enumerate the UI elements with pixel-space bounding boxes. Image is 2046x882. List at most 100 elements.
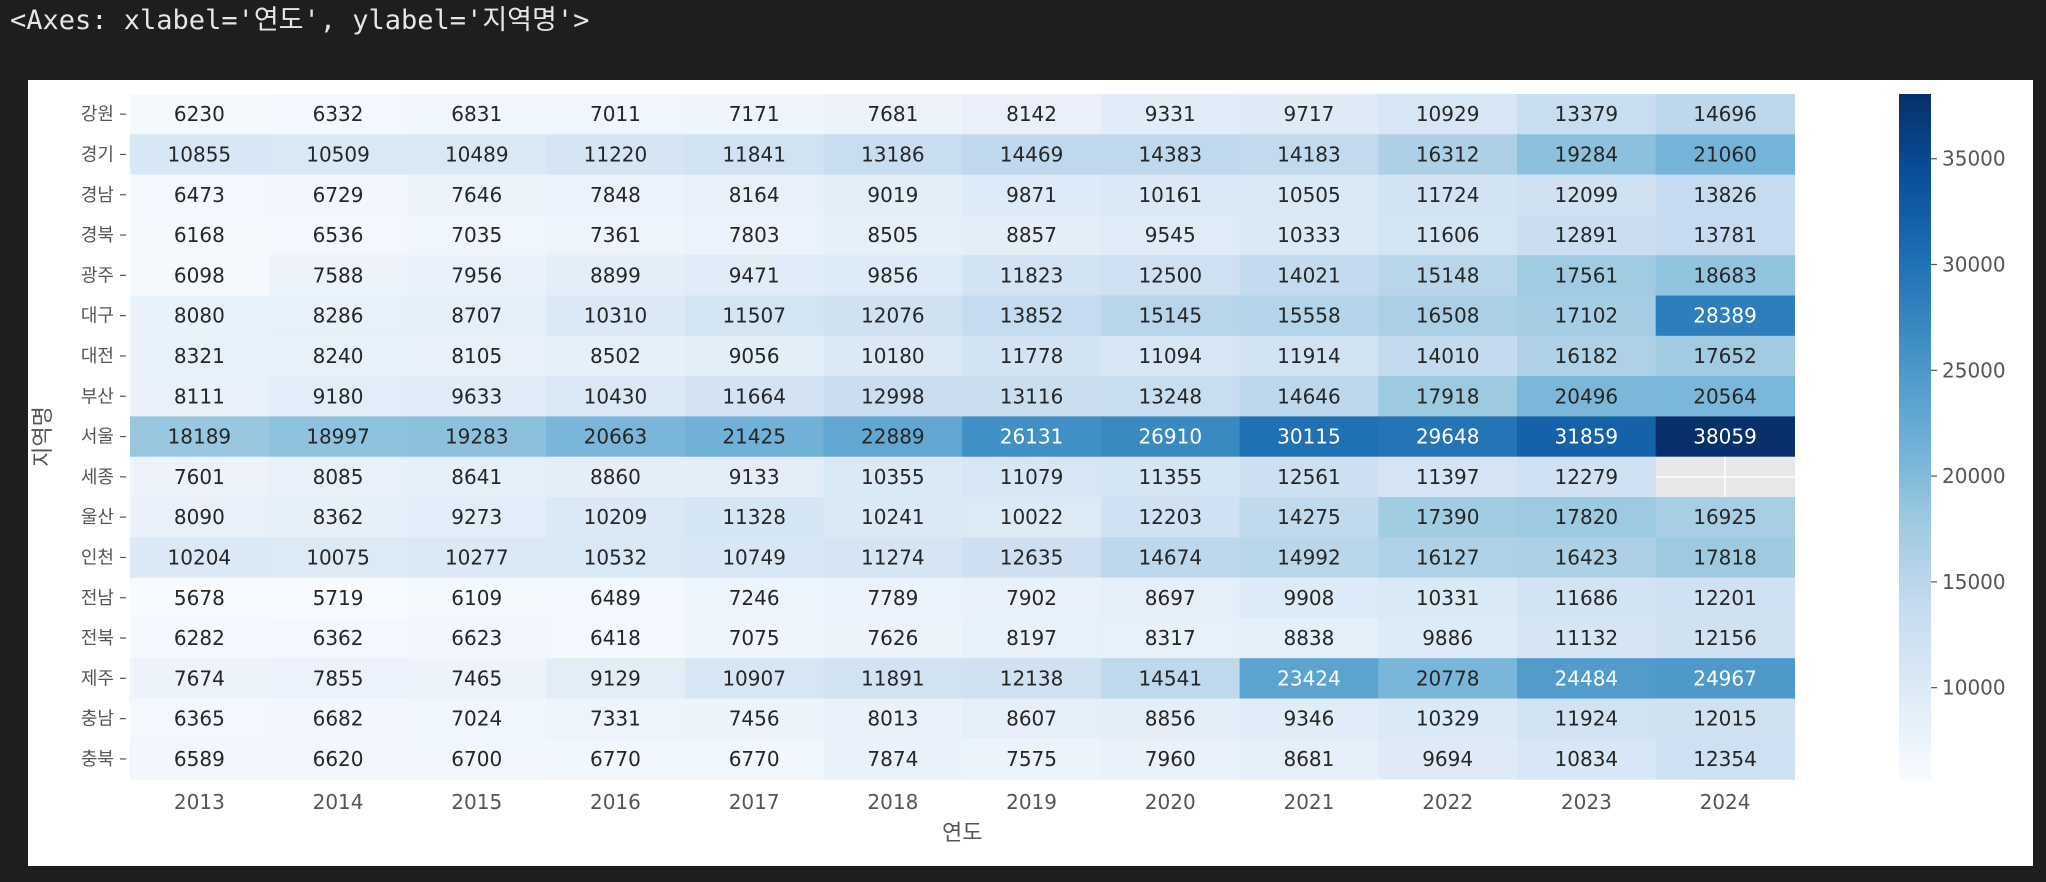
cell-value-label: 8860 [590,465,641,489]
cell-value-label: 12635 [1000,545,1064,569]
heatmap-cell [268,456,408,498]
heatmap-cell [407,577,547,619]
heatmap-cell [1100,537,1241,579]
cell-value-label: 10355 [861,465,925,489]
cell-value-label: 10532 [584,545,648,569]
cell-value-label: 13379 [1555,102,1619,126]
cell-value-label: 26131 [1000,425,1064,449]
heatmap-cell [130,295,270,337]
heatmap-cell [1378,416,1518,458]
cell-value-label: 17818 [1693,545,1757,569]
cell-value-label: 6623 [451,626,502,650]
heatmap-cell [546,295,686,337]
cell-value-label: 17561 [1555,263,1619,287]
cell-value-label: 24967 [1693,666,1757,690]
y-tick-label: 경기 [81,144,114,165]
heatmap-cell [1100,295,1241,337]
heatmap-cell [1378,497,1518,538]
y-tick-label: 전남 [81,588,114,609]
heatmap-cell [407,376,547,417]
cell-value-label: 6362 [313,626,364,650]
cell-value-label: 8697 [1145,586,1196,610]
cell-value-label: 10180 [861,344,925,368]
cell-value-label: 8085 [313,465,364,489]
colorbar-tick-label: 35000 [1942,147,2006,171]
cell-value-label: 7075 [729,626,780,650]
cell-value-label: 12500 [1138,263,1202,287]
cell-value-label: 20496 [1555,384,1619,408]
heatmap-cell [407,698,547,740]
heatmap-cell [1655,658,1795,700]
heatmap-cell [962,174,1102,216]
heatmap-cell [1239,134,1379,176]
cell-value-label: 38059 [1693,425,1757,449]
heatmap-cell [130,94,270,135]
cell-value-label: 8641 [451,465,502,489]
cell-value-label: 10430 [584,384,648,408]
cell-value-label: 11924 [1555,707,1619,731]
cell-value-label: 8857 [1006,223,1057,247]
y-tick-label: 경북 [81,225,114,246]
heatmap-cell [407,497,547,538]
colorbar-tick-label: 15000 [1942,570,2006,594]
cell-value-label: 8240 [313,344,364,368]
y-tick-label: 충남 [81,709,114,730]
x-tick-label: 2019 [1006,790,1057,814]
cell-value-label: 10209 [584,505,648,529]
y-tick-label: 충북 [81,749,114,770]
cell-value-label: 9871 [1006,183,1057,207]
heatmap-cell [823,416,963,458]
heatmap-cell [962,416,1102,458]
x-tick-label: 2014 [313,790,364,814]
cell-value-label: 11220 [584,142,648,166]
cell-value-label: 7575 [1006,747,1057,771]
y-tick-label: 세종 [81,467,114,488]
cell-value-label: 8838 [1283,626,1334,650]
heatmap-cell [546,577,686,619]
cell-value-label: 7171 [729,102,780,126]
heatmap-cell [1655,577,1795,619]
cell-value-label: 18189 [168,425,232,449]
cell-value-label: 7681 [867,102,918,126]
heatmap-cell [546,94,686,135]
cell-value-label: 7246 [729,586,780,610]
heatmap-cell [130,698,270,740]
heatmap-cell [268,658,408,700]
cell-value-label: 18997 [306,425,370,449]
heatmap-cell [1239,214,1379,256]
cell-value-label: 13826 [1693,183,1757,207]
cell-value-label: 15558 [1277,304,1341,328]
cell-value-label: 18683 [1693,263,1757,287]
cell-value-label: 10749 [722,545,786,569]
heatmap-cell [546,497,686,538]
cell-value-label: 9471 [729,263,780,287]
cell-value-label: 7456 [729,707,780,731]
heatmap-cell [407,738,547,780]
cell-value-label: 11686 [1555,586,1619,610]
cell-value-label: 10489 [445,142,509,166]
x-tick-label: 2016 [590,790,641,814]
cell-value-label: 6536 [313,223,364,247]
y-tick-label: 전북 [81,628,114,649]
cell-value-label: 12203 [1138,505,1202,529]
cell-value-label: 11328 [722,505,786,529]
heatmap-cell [962,617,1102,659]
cell-value-label: 30115 [1277,425,1341,449]
cell-value-label: 10509 [306,142,370,166]
cell-value-label: 9133 [729,465,780,489]
cell-value-label: 16312 [1416,142,1480,166]
heatmap-cell [130,134,270,176]
heatmap-cell [1100,658,1241,700]
cell-value-label: 10929 [1416,102,1480,126]
heatmap-cell [1655,376,1795,417]
cell-value-label: 11132 [1555,626,1619,650]
heatmap-cell [1517,658,1657,700]
cell-value-label: 9019 [867,183,918,207]
cell-value-label: 24484 [1555,666,1619,690]
cell-value-label: 13781 [1693,223,1757,247]
heatmap-cell [268,255,408,297]
heatmap-cell [1378,738,1518,780]
cell-value-label: 6620 [313,747,364,771]
heatmap-cell [1517,456,1657,498]
cell-value-label: 8080 [174,304,225,328]
